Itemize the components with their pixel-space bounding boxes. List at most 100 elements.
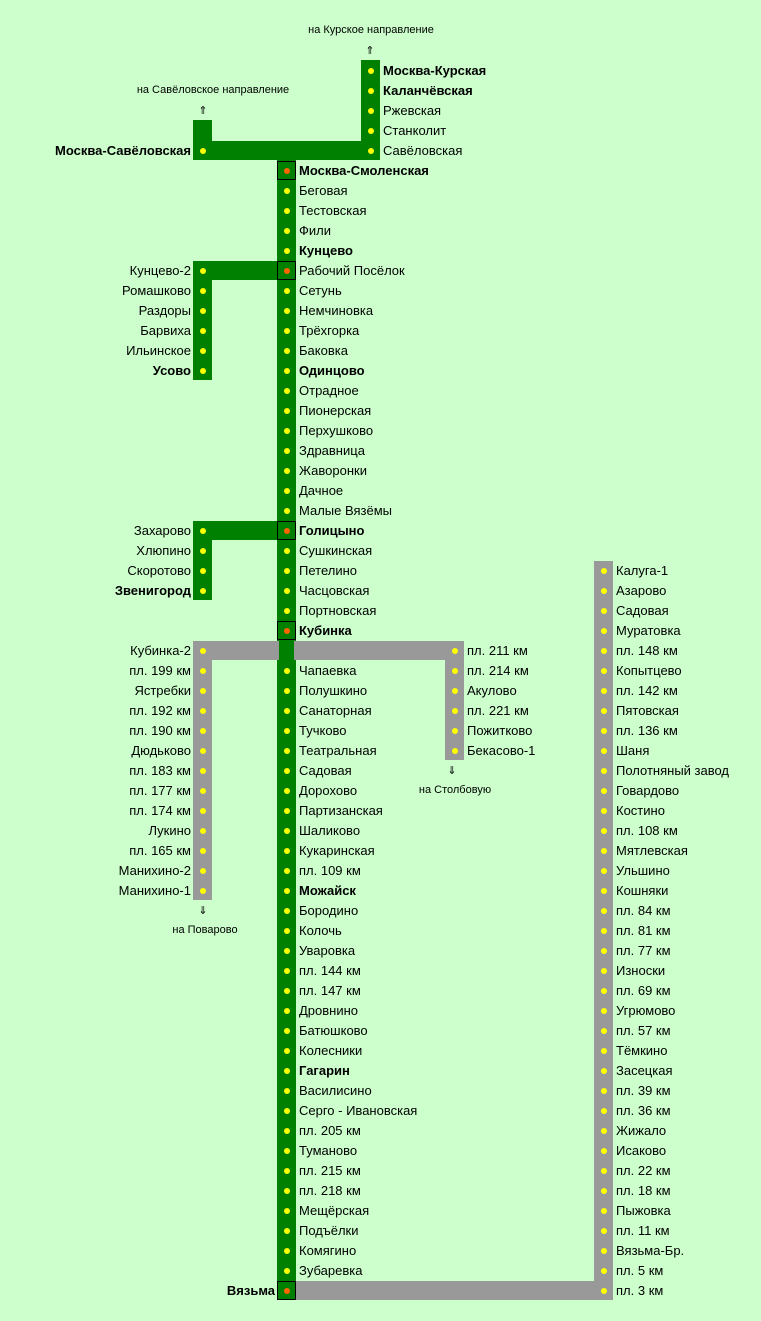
station-label[interactable]: пл. 144 км bbox=[299, 963, 361, 978]
station-label[interactable]: пл. 5 км bbox=[616, 1263, 664, 1278]
station-label[interactable]: пл. 22 км bbox=[616, 1163, 671, 1178]
station-label[interactable]: Тучково bbox=[299, 723, 347, 738]
station-label[interactable]: пл. 142 км bbox=[616, 683, 678, 698]
station-label[interactable]: пл. 84 км bbox=[616, 903, 671, 918]
station-label[interactable]: пл. 221 км bbox=[467, 703, 529, 718]
station-label[interactable]: Кубинка-2 bbox=[130, 643, 191, 658]
station-label[interactable]: Москва-Смоленская bbox=[299, 163, 429, 178]
station-label[interactable]: Угрюмово bbox=[616, 1003, 676, 1018]
station-label[interactable]: Портновская bbox=[299, 603, 377, 618]
station-label[interactable]: пл. 36 км bbox=[616, 1103, 671, 1118]
station-label[interactable]: Манихино-1 bbox=[118, 883, 191, 898]
station-label[interactable]: Полотняный завод bbox=[616, 763, 730, 778]
station-label[interactable]: Кунцево bbox=[299, 243, 353, 258]
station-label[interactable]: Тестовская bbox=[299, 203, 367, 218]
station-label[interactable]: Фили bbox=[299, 223, 331, 238]
station-label[interactable]: Туманово bbox=[299, 1143, 358, 1158]
station-label[interactable]: пл. 148 км bbox=[616, 643, 678, 658]
station-label[interactable]: Санаторная bbox=[299, 703, 372, 718]
station-label[interactable]: Звенигород bbox=[114, 583, 191, 598]
station-label[interactable]: пл. 3 км bbox=[616, 1283, 664, 1298]
station-label[interactable]: Мещёрская bbox=[299, 1203, 370, 1218]
station-label[interactable]: Дачное bbox=[299, 483, 344, 498]
station-label[interactable]: Москва-Курская bbox=[383, 63, 487, 78]
station-label[interactable]: Жижало bbox=[616, 1123, 667, 1138]
station-label[interactable]: Говардово bbox=[616, 783, 680, 798]
station-label[interactable]: Серго - Ивановская bbox=[299, 1103, 418, 1118]
station-label[interactable]: пл. 215 км bbox=[299, 1163, 361, 1178]
station-label[interactable]: Бородино bbox=[299, 903, 359, 918]
station-label[interactable]: пл. 174 км bbox=[129, 803, 191, 818]
station-label[interactable]: Манихино-2 bbox=[118, 863, 191, 878]
station-label[interactable]: Лукино bbox=[148, 823, 191, 838]
station-label[interactable]: Каланчёвская bbox=[383, 83, 473, 98]
station-label[interactable]: пл. 18 км bbox=[616, 1183, 671, 1198]
station-label[interactable]: Дюдьково bbox=[131, 743, 191, 758]
station-label[interactable]: Износки bbox=[616, 963, 666, 978]
station-label[interactable]: пл. 190 км bbox=[129, 723, 191, 738]
station-label[interactable]: Трёхгорка bbox=[299, 323, 360, 338]
station-label[interactable]: Малые Вязёмы bbox=[299, 503, 393, 518]
station-label[interactable]: Шаня bbox=[616, 743, 650, 758]
station-label[interactable]: пл. 177 км bbox=[129, 783, 191, 798]
station-label[interactable]: Барвиха bbox=[140, 323, 191, 338]
station-label[interactable]: Батюшково bbox=[299, 1023, 368, 1038]
station-label[interactable]: пл. 218 км bbox=[299, 1183, 361, 1198]
station-label[interactable]: Жаворонки bbox=[299, 463, 367, 478]
station-label[interactable]: Мятлевская bbox=[616, 843, 688, 858]
station-label[interactable]: Ульшино bbox=[616, 863, 670, 878]
station-label[interactable]: Азарово bbox=[616, 583, 667, 598]
station-label[interactable]: Шаликово bbox=[299, 823, 361, 838]
station-label[interactable]: Ржевская bbox=[383, 103, 442, 118]
station-label[interactable]: пл. 109 км bbox=[299, 863, 361, 878]
station-label[interactable]: Сетунь bbox=[299, 283, 342, 298]
station-label[interactable]: Скоротово bbox=[127, 563, 191, 578]
station-label[interactable]: Ильинское bbox=[126, 343, 191, 358]
station-label[interactable]: Тёмкино bbox=[616, 1043, 668, 1058]
station-label[interactable]: Часцовская bbox=[299, 583, 370, 598]
station-label[interactable]: Баковка bbox=[299, 343, 348, 358]
station-label[interactable]: Усово bbox=[152, 363, 191, 378]
station-label[interactable]: Садовая bbox=[616, 603, 669, 618]
station-label[interactable]: Подъёлки bbox=[299, 1223, 359, 1238]
station-label[interactable]: Сушкинская bbox=[299, 543, 373, 558]
station-label[interactable]: Перхушково bbox=[299, 423, 374, 438]
station-label[interactable]: Уваровка bbox=[299, 943, 356, 958]
station-label[interactable]: Пожитково bbox=[467, 723, 533, 738]
station-label[interactable]: пл. 81 км bbox=[616, 923, 671, 938]
station-label[interactable]: Бекасово-1 bbox=[467, 743, 536, 758]
station-label[interactable]: Ромашково bbox=[122, 283, 191, 298]
station-label[interactable]: пл. 136 км bbox=[616, 723, 678, 738]
station-label[interactable]: пл. 205 км bbox=[299, 1123, 361, 1138]
station-label[interactable]: Акулово bbox=[467, 683, 517, 698]
station-label[interactable]: Раздоры bbox=[138, 303, 191, 318]
station-label[interactable]: Немчиновка bbox=[299, 303, 374, 318]
station-label[interactable]: пл. 165 км bbox=[129, 843, 191, 858]
station-label[interactable]: пл. 69 км bbox=[616, 983, 671, 998]
station-label[interactable]: Чапаевка bbox=[299, 663, 357, 678]
station-label[interactable]: Одинцово bbox=[299, 363, 365, 378]
station-label[interactable]: Дорохово bbox=[299, 783, 358, 798]
station-label[interactable]: пл. 192 км bbox=[129, 703, 191, 718]
station-label[interactable]: Петелино bbox=[299, 563, 358, 578]
station-label[interactable]: Колесники bbox=[299, 1043, 363, 1058]
station-label[interactable]: Пыжовка bbox=[616, 1203, 671, 1218]
station-label[interactable]: Станколит bbox=[383, 123, 447, 138]
station-label[interactable]: Голицыно bbox=[299, 523, 365, 538]
station-label[interactable]: Кукаринская bbox=[299, 843, 375, 858]
station-label[interactable]: Пионерская bbox=[299, 403, 372, 418]
station-label[interactable]: пл. 211 км bbox=[467, 643, 528, 658]
station-label[interactable]: Здравница bbox=[299, 443, 365, 458]
station-label[interactable]: Муратовка bbox=[616, 623, 681, 638]
station-label[interactable]: пл. 183 км bbox=[129, 763, 191, 778]
station-label[interactable]: Калуга-1 bbox=[616, 563, 669, 578]
station-label[interactable]: пл. 57 км bbox=[616, 1023, 671, 1038]
station-label[interactable]: Хлюпино bbox=[136, 543, 191, 558]
station-label[interactable]: Кубинка bbox=[299, 623, 352, 638]
station-label[interactable]: Москва-Савёловская bbox=[55, 143, 191, 158]
station-label[interactable]: пл. 11 км bbox=[616, 1223, 670, 1238]
station-label[interactable]: Кунцево-2 bbox=[129, 263, 191, 278]
station-label[interactable]: Можайск bbox=[299, 883, 356, 898]
station-label[interactable]: Беговая bbox=[299, 183, 348, 198]
station-label[interactable]: Колочь bbox=[299, 923, 342, 938]
